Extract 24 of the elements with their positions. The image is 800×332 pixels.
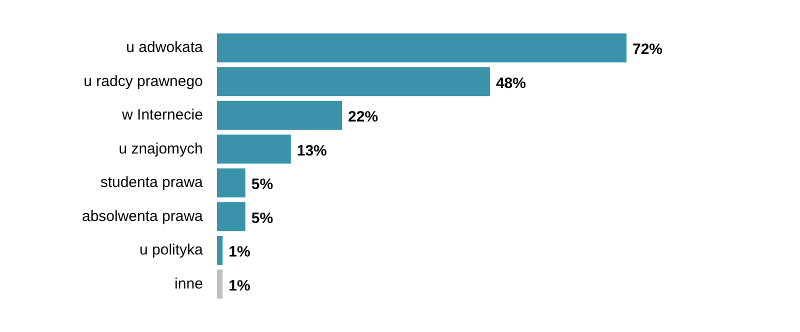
bar: [216, 236, 223, 265]
data-label: 22%: [348, 108, 378, 126]
bar: [216, 67, 490, 96]
bar: [216, 270, 223, 299]
data-label: 13%: [296, 142, 327, 160]
y-tick-label: u radcy prawnego: [84, 72, 203, 90]
data-label: 5%: [251, 176, 274, 194]
bar: [216, 100, 342, 130]
data-label: 1%: [228, 277, 250, 294]
y-tick-label: u znajomych: [118, 140, 203, 158]
bar: [216, 33, 626, 62]
data-label: 72%: [632, 41, 663, 58]
y-tick-label: inne: [174, 275, 203, 292]
y-tick-label: u adwokata: [126, 39, 204, 56]
bar: [216, 202, 246, 232]
data-label: 1%: [228, 244, 250, 261]
y-tick-label: absolwenta prawa: [82, 208, 204, 225]
data-label: 48%: [496, 74, 526, 92]
data-label: 5%: [251, 210, 274, 227]
bar: [216, 134, 291, 164]
y-tick-label: u polityka: [140, 242, 204, 259]
y-tick-label: w Internecie: [121, 106, 203, 124]
y-tick-label: studenta prawa: [100, 174, 204, 192]
bar: [216, 168, 246, 198]
